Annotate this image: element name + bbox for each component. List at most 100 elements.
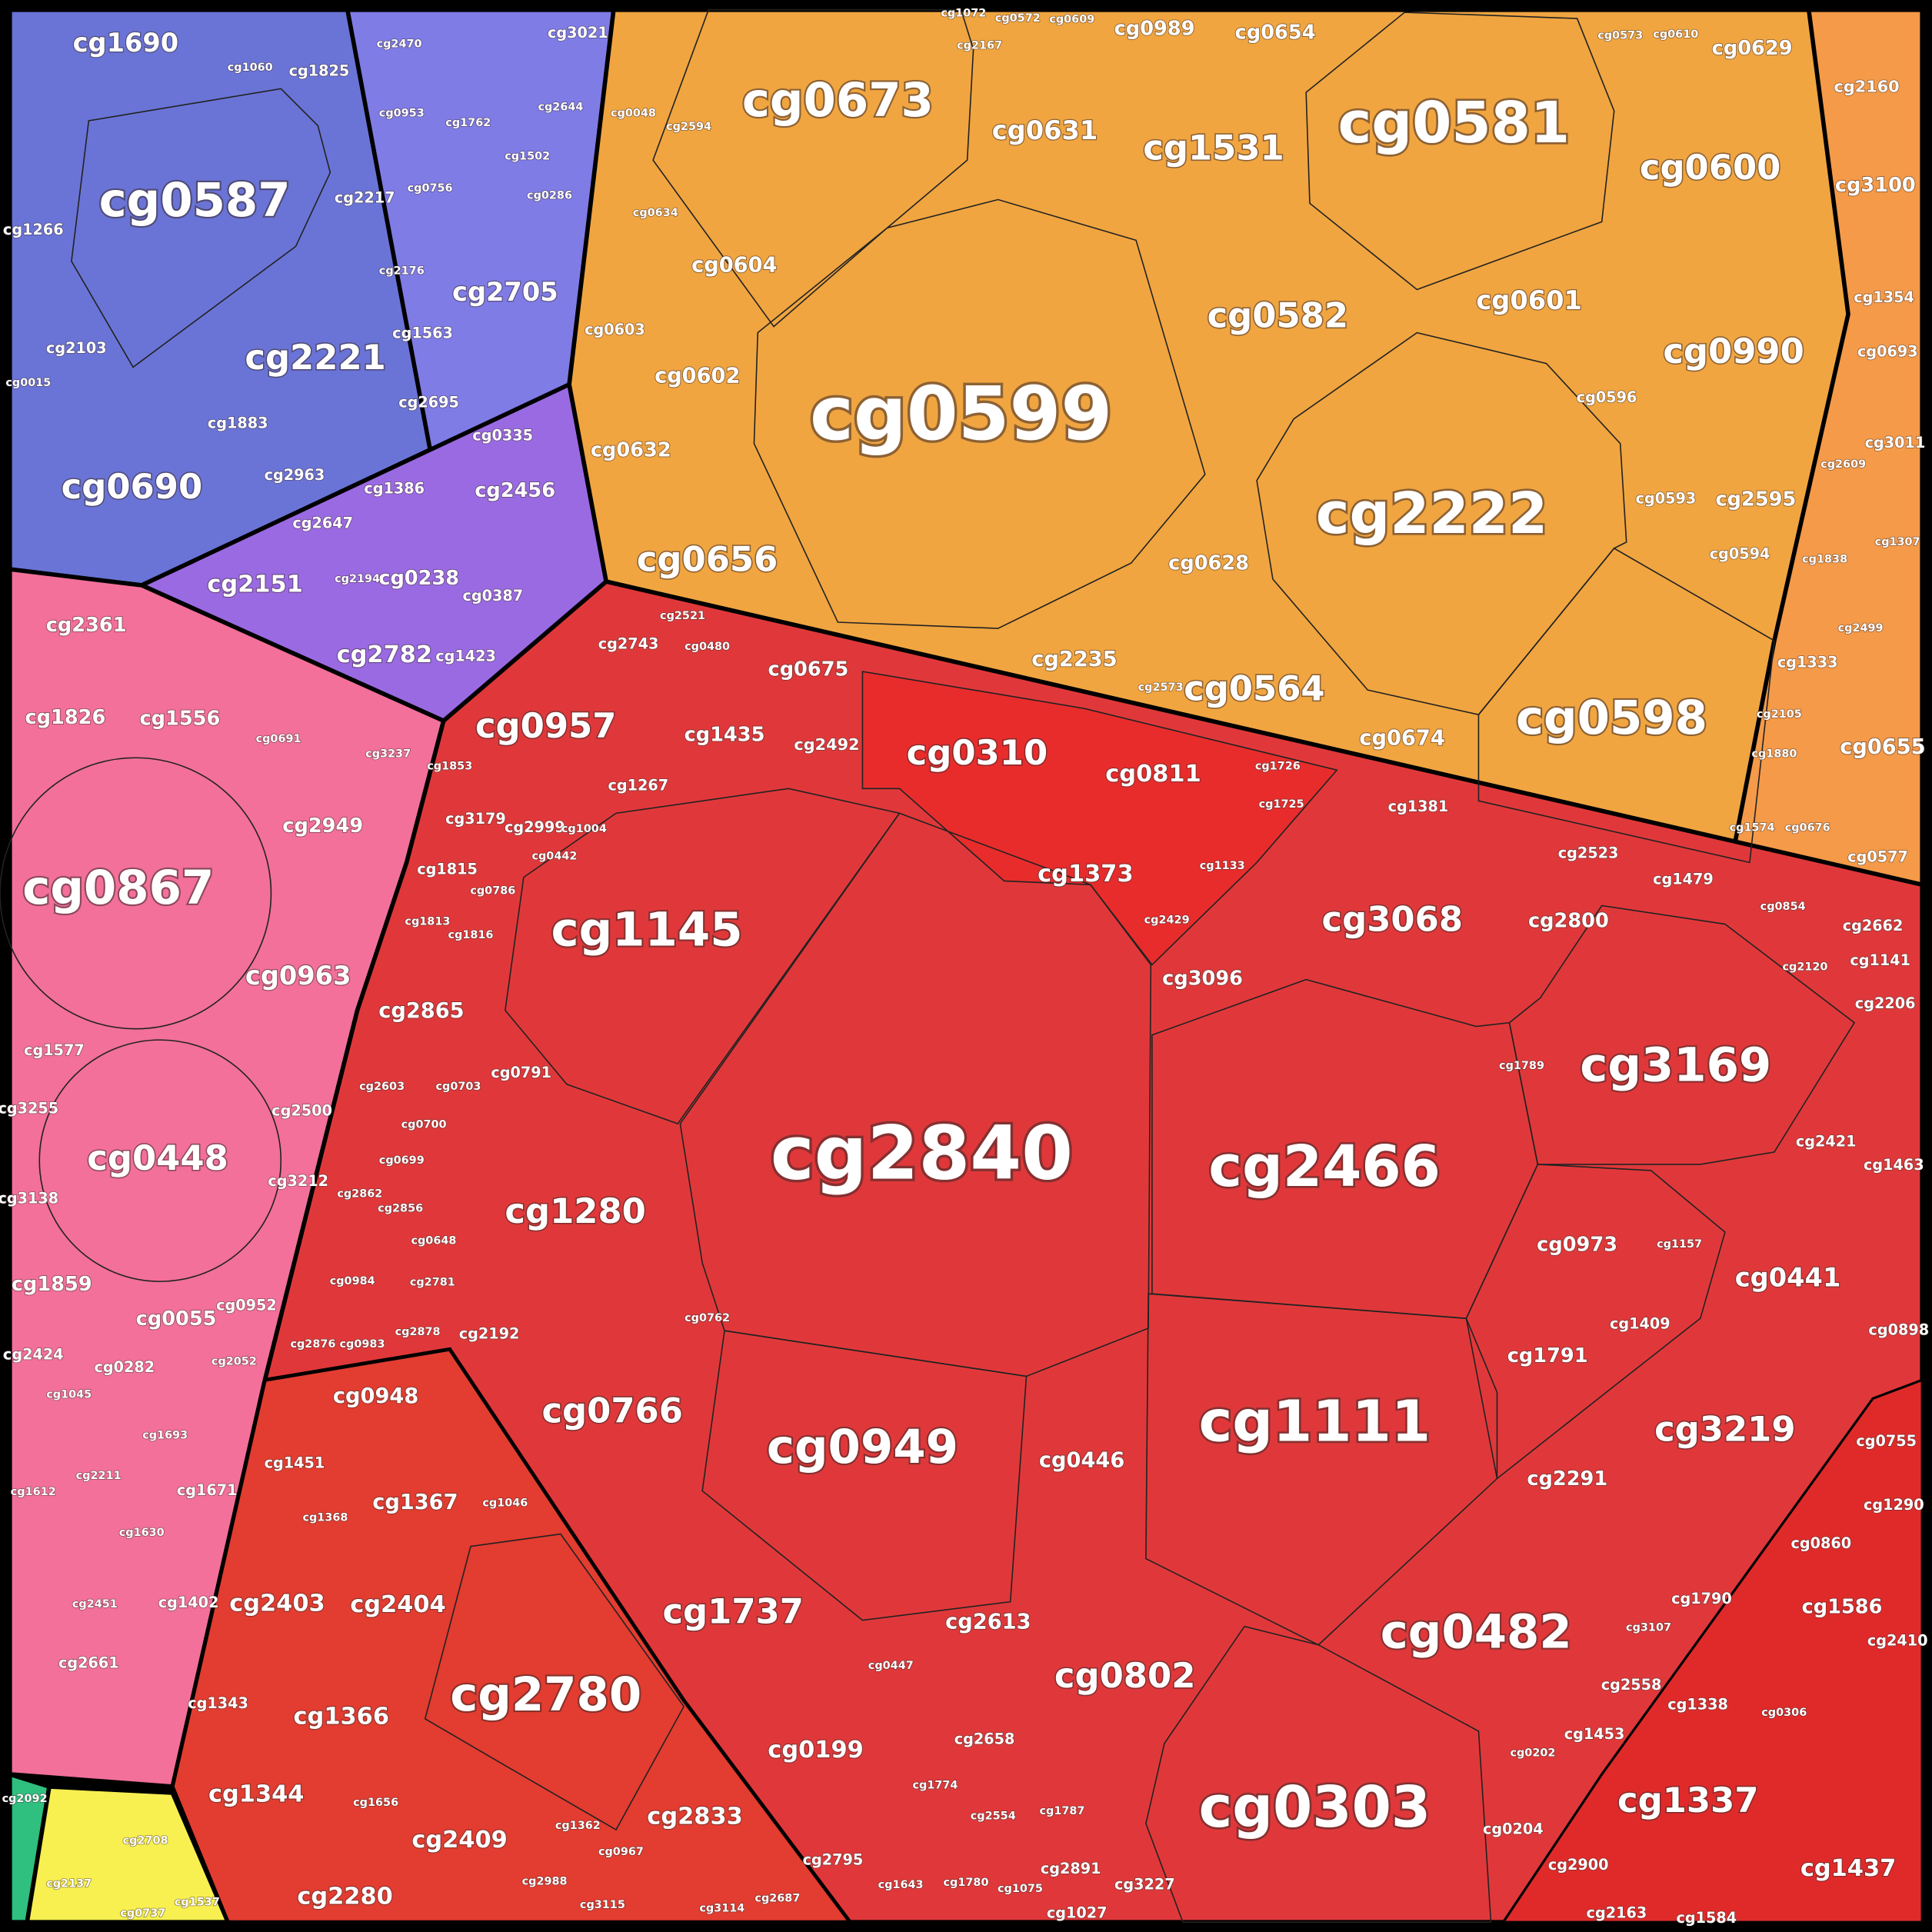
cell-label: cg1586: [1802, 1596, 1883, 1619]
cell-outline: [38, 1039, 282, 1282]
cell-label: cg3115: [580, 1899, 625, 1911]
cell-outline: [701, 1330, 1028, 1621]
cell-label: cg1643: [878, 1879, 924, 1891]
cell-label: cg3219: [1654, 1409, 1796, 1450]
cell-label: cg2429: [1144, 914, 1190, 927]
cell-label: cg1386: [364, 480, 425, 498]
cell-label: cg0442: [531, 850, 577, 862]
cell-label: cg2217: [335, 188, 395, 206]
cell-label: cg1780: [944, 1877, 989, 1889]
cell-label: cg3237: [365, 748, 411, 760]
cell-label: cg1290: [1864, 1496, 1924, 1514]
cell-label: cg1337: [1617, 1780, 1758, 1820]
cell-label: cg2521: [660, 610, 705, 622]
cell-label: cg1726: [1255, 760, 1301, 772]
cell-label: cg1141: [1850, 951, 1910, 969]
cell-label: cg1789: [1499, 1060, 1544, 1072]
cell-label: cg1463: [1864, 1156, 1924, 1174]
cell-label: cg0967: [598, 1846, 644, 1858]
cell-label: cg0984: [330, 1275, 375, 1287]
cell-label: cg2662: [1843, 917, 1904, 934]
cell-label: cg2782: [337, 641, 432, 668]
cell-label: cg0675: [768, 658, 849, 681]
cell-label: cg1004: [561, 823, 607, 835]
cell-outline: [1305, 12, 1615, 291]
cell-label: cg2878: [395, 1326, 441, 1338]
cell-label: cg0387: [462, 587, 523, 605]
cell-label: cg2988: [522, 1875, 568, 1887]
cell-label: cg3068: [1322, 898, 1464, 939]
cell-label: cg0983: [340, 1338, 385, 1351]
cell-label: cg0602: [655, 365, 740, 388]
cell-label: cg2963: [265, 466, 325, 484]
cell-label: cg2404: [350, 1591, 445, 1618]
cell-label: cg1046: [482, 1497, 528, 1509]
cell-label: cg0582: [1208, 295, 1349, 335]
cell-label: cg0811: [1105, 761, 1201, 788]
cell-label: cg0786: [470, 884, 515, 897]
cell-label: cg2222: [1316, 481, 1548, 547]
cell-outline: [1145, 1625, 1492, 1923]
cell-label: cg0601: [1476, 285, 1582, 315]
cell-label: cg2743: [598, 635, 659, 652]
cell-label: cg0204: [1483, 1820, 1544, 1838]
cell-label: cg2410: [1867, 1631, 1928, 1649]
cell-label: cg0573: [1597, 29, 1643, 42]
cell-label: cg0957: [475, 705, 617, 746]
cell-outline: [652, 9, 974, 328]
cell-outline: [424, 1533, 685, 1831]
cell-label: cg0989: [1114, 17, 1195, 40]
cell-outline: [1256, 331, 1627, 716]
cell-label: cg0286: [527, 190, 572, 202]
cell-label: cg2865: [378, 999, 464, 1023]
cell-label: cg1111: [1199, 1390, 1431, 1455]
cell-label: cg2052: [212, 1355, 257, 1367]
cell-label: cg1791: [1507, 1344, 1588, 1367]
cell-label: cg2609: [1820, 458, 1866, 471]
cell-label: cg1762: [445, 117, 491, 129]
cell-label: cg0632: [591, 438, 671, 461]
cell-label: cg1577: [24, 1041, 85, 1059]
cell-label: cg0596: [1577, 388, 1637, 406]
cell-label: cg1556: [139, 708, 220, 731]
cell-label: cg1027: [1047, 1904, 1108, 1921]
cell-label: cg0446: [1039, 1449, 1124, 1473]
cell-label: cg0755: [1856, 1432, 1917, 1450]
cell-label: cg1612: [11, 1486, 56, 1498]
cell-label: cg1045: [46, 1389, 92, 1401]
cell-label: cg0854: [1760, 901, 1806, 913]
cell-label: cg2160: [1834, 78, 1900, 96]
cell-label: cg1423: [435, 647, 496, 665]
cell-label: cg1344: [208, 1781, 304, 1808]
cell-label: cg1266: [3, 221, 64, 238]
cell-label: cg0600: [1640, 147, 1781, 188]
cell-outline: [1465, 1164, 1726, 1480]
cell-label: cg0441: [1735, 1262, 1841, 1292]
cell-label: cg0480: [685, 641, 730, 653]
cell-label: cg0867: [22, 861, 214, 915]
cell-label: cg2424: [3, 1346, 64, 1364]
cell-label: cg0593: [1636, 489, 1697, 507]
cell-label: cg0655: [1840, 735, 1925, 759]
cell-label: cg1737: [662, 1591, 803, 1632]
cell-label: cg2167: [957, 39, 1002, 52]
cell-label: cg1333: [1777, 653, 1838, 671]
cell-label: cg2695: [398, 393, 459, 411]
cell-label: cg0303: [1199, 1775, 1431, 1840]
cell-label: cg1725: [1259, 798, 1304, 811]
cell-label: cg2492: [794, 735, 859, 754]
cell-label: cg0238: [378, 567, 459, 590]
cell-label: cg1880: [1751, 748, 1797, 760]
group-red-3: [1501, 1377, 1924, 1924]
cell-label: cg2795: [803, 1851, 864, 1869]
cell-label: cg0693: [1857, 343, 1918, 361]
cell-label: cg0737: [120, 1907, 165, 1920]
cell-label: cg2470: [377, 38, 422, 51]
cell-label: cg1859: [12, 1273, 92, 1296]
cell-label: cg2361: [46, 614, 127, 637]
cell-label: cg0648: [411, 1234, 456, 1247]
cell-label: cg2192: [459, 1325, 520, 1343]
cell-label: cg2594: [666, 121, 711, 133]
cell-label: cg3255: [0, 1099, 58, 1117]
